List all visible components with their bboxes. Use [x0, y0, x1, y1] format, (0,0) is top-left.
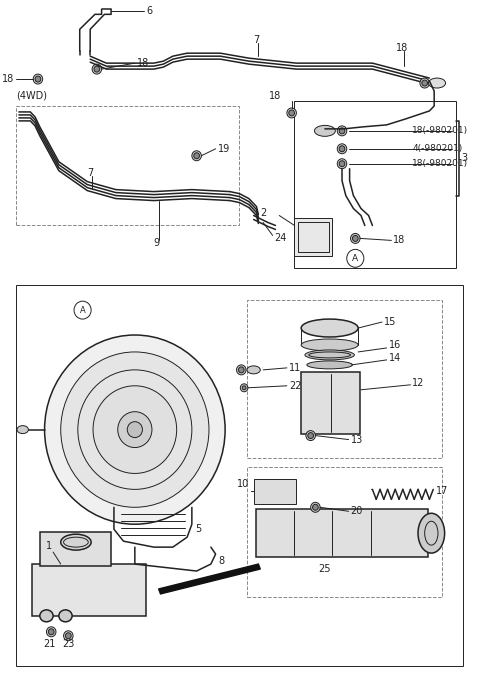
Text: 14: 14	[389, 353, 401, 363]
Text: 10: 10	[237, 479, 249, 489]
Text: 18: 18	[396, 43, 408, 53]
Text: 16: 16	[389, 340, 401, 350]
Circle shape	[47, 627, 56, 637]
Text: 25: 25	[319, 564, 331, 574]
Circle shape	[347, 249, 364, 268]
Circle shape	[337, 126, 347, 136]
Circle shape	[118, 412, 152, 448]
Circle shape	[422, 80, 428, 86]
Text: 18(-980201): 18(-980201)	[412, 126, 468, 135]
Circle shape	[311, 502, 320, 512]
Circle shape	[33, 74, 43, 84]
Text: 4(-980201): 4(-980201)	[412, 144, 463, 153]
Circle shape	[94, 66, 100, 72]
Circle shape	[350, 233, 360, 243]
Circle shape	[242, 386, 246, 390]
Ellipse shape	[301, 319, 358, 337]
Text: 18: 18	[269, 91, 282, 101]
Bar	[32, 564, 146, 616]
Circle shape	[92, 64, 102, 74]
Text: A: A	[80, 305, 85, 315]
Circle shape	[337, 159, 347, 168]
Text: 3: 3	[462, 153, 468, 162]
Ellipse shape	[307, 361, 352, 369]
Circle shape	[306, 431, 315, 441]
Circle shape	[194, 153, 200, 159]
Circle shape	[289, 110, 295, 116]
Circle shape	[339, 160, 345, 166]
Bar	[40, 532, 111, 566]
Text: 7: 7	[253, 35, 260, 45]
Text: 2: 2	[260, 208, 266, 218]
Text: 1: 1	[46, 541, 52, 551]
Bar	[295, 101, 456, 268]
Text: 18: 18	[393, 235, 406, 245]
Ellipse shape	[429, 78, 445, 88]
Ellipse shape	[59, 610, 72, 622]
Circle shape	[239, 367, 244, 373]
Ellipse shape	[418, 514, 444, 553]
Text: (4WD): (4WD)	[16, 91, 47, 101]
Circle shape	[308, 433, 313, 439]
Circle shape	[352, 235, 358, 241]
Text: 20: 20	[350, 506, 363, 516]
Polygon shape	[158, 564, 260, 594]
Text: 18(-980201): 18(-980201)	[412, 159, 468, 168]
Circle shape	[93, 386, 177, 473]
Bar	[247, 300, 442, 458]
Text: 8: 8	[218, 556, 225, 566]
Circle shape	[237, 365, 246, 375]
Circle shape	[45, 335, 225, 524]
Text: 18: 18	[137, 58, 149, 68]
Text: 5: 5	[195, 524, 201, 534]
Bar	[256, 510, 428, 557]
Text: 21: 21	[43, 639, 56, 649]
Text: 12: 12	[412, 378, 425, 388]
Text: 15: 15	[384, 317, 396, 327]
Circle shape	[240, 384, 248, 392]
Text: 7: 7	[87, 168, 93, 178]
Circle shape	[339, 146, 345, 152]
Text: 9: 9	[154, 239, 160, 249]
Circle shape	[287, 108, 296, 118]
Circle shape	[192, 151, 202, 160]
Bar	[247, 468, 442, 597]
Text: 13: 13	[350, 435, 363, 445]
Ellipse shape	[17, 426, 28, 433]
Circle shape	[127, 422, 143, 437]
Text: 19: 19	[217, 144, 230, 154]
Circle shape	[65, 633, 71, 639]
Ellipse shape	[40, 610, 53, 622]
Bar	[295, 218, 333, 256]
Ellipse shape	[61, 534, 91, 550]
Circle shape	[337, 144, 347, 154]
Bar	[298, 222, 329, 252]
Text: 11: 11	[289, 363, 301, 373]
Bar	[16, 285, 463, 666]
Bar	[301, 372, 360, 433]
Ellipse shape	[247, 366, 260, 374]
Ellipse shape	[314, 125, 336, 136]
Circle shape	[48, 629, 54, 635]
Circle shape	[312, 504, 318, 510]
Text: 23: 23	[62, 639, 74, 649]
Circle shape	[61, 352, 209, 508]
Text: 22: 22	[289, 381, 301, 391]
Text: 6: 6	[146, 6, 152, 16]
Ellipse shape	[305, 350, 354, 360]
Ellipse shape	[301, 339, 358, 351]
Bar	[16, 106, 240, 226]
Text: 17: 17	[436, 487, 448, 496]
Circle shape	[35, 76, 41, 82]
Text: A: A	[352, 254, 359, 263]
Circle shape	[339, 128, 345, 134]
Text: 24: 24	[275, 233, 287, 243]
Circle shape	[63, 631, 73, 641]
Circle shape	[74, 301, 91, 319]
Circle shape	[420, 78, 430, 88]
Bar	[253, 479, 296, 504]
Text: 18: 18	[2, 74, 14, 84]
